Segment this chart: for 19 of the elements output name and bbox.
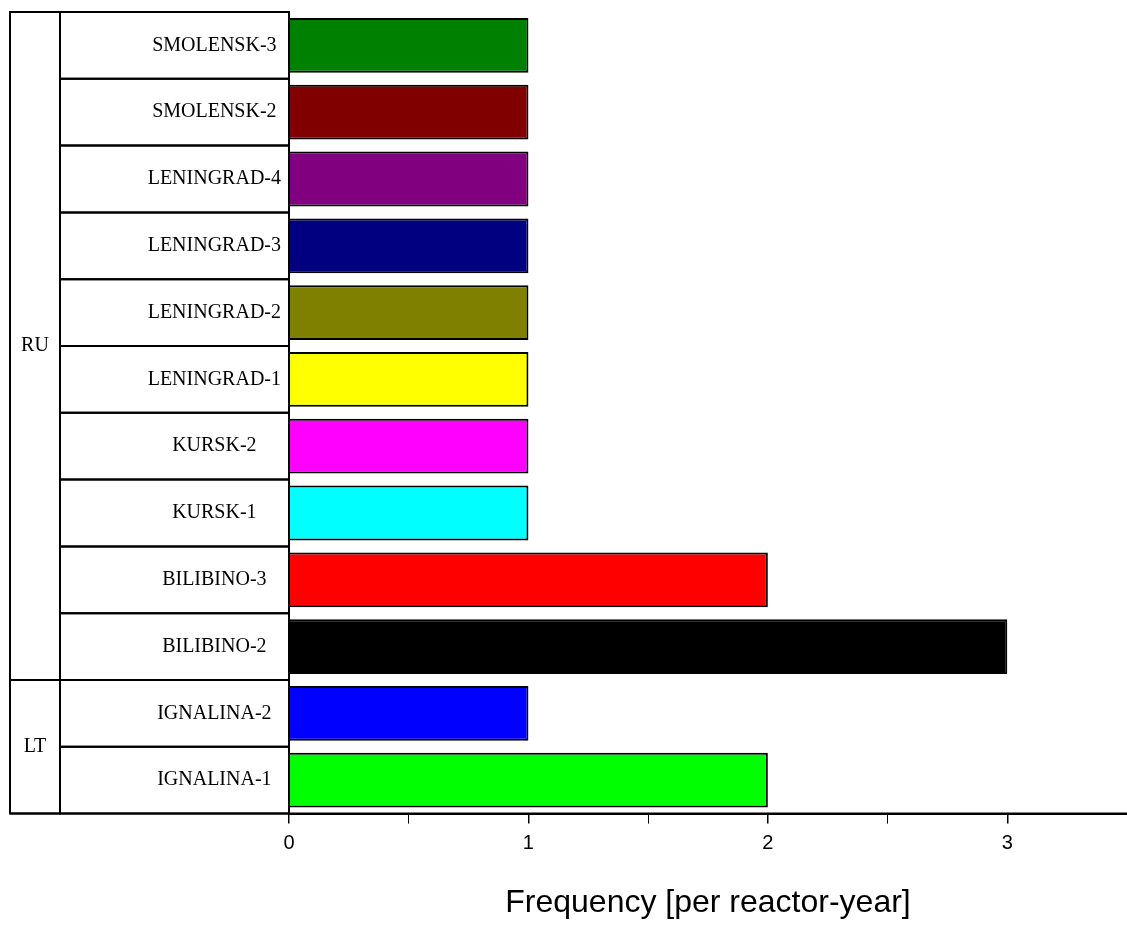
x-tick-label: 0	[283, 831, 295, 854]
y-tick-label: KURSK-1	[172, 500, 257, 523]
y-tick-label: LENINGRAD-2	[147, 299, 281, 322]
x-tick-label: 1	[522, 831, 534, 854]
y-tick-label: LENINGRAD-4	[147, 166, 281, 189]
x-axis-title: Frequency [per reactor-year]	[505, 882, 911, 919]
y-tick-label: IGNALINA-1	[157, 767, 272, 790]
y-tick-label: SMOLENSK-3	[152, 32, 277, 55]
y-tick-label: KURSK-2	[172, 433, 257, 456]
y-tick-label: BILIBINO-2	[162, 633, 267, 656]
y-tick-label: LENINGRAD-1	[147, 366, 281, 389]
text: LT	[23, 734, 47, 757]
x-tick-label: 2	[762, 831, 774, 854]
text: RU	[21, 333, 50, 356]
x-tick-label: 3	[1001, 831, 1013, 854]
y-tick-label: IGNALINA-2	[157, 700, 272, 723]
y-tick-label: BILIBINO-3	[162, 567, 267, 590]
y-tick-label: LENINGRAD-3	[147, 233, 281, 256]
y-tick-label: SMOLENSK-2	[152, 99, 277, 122]
